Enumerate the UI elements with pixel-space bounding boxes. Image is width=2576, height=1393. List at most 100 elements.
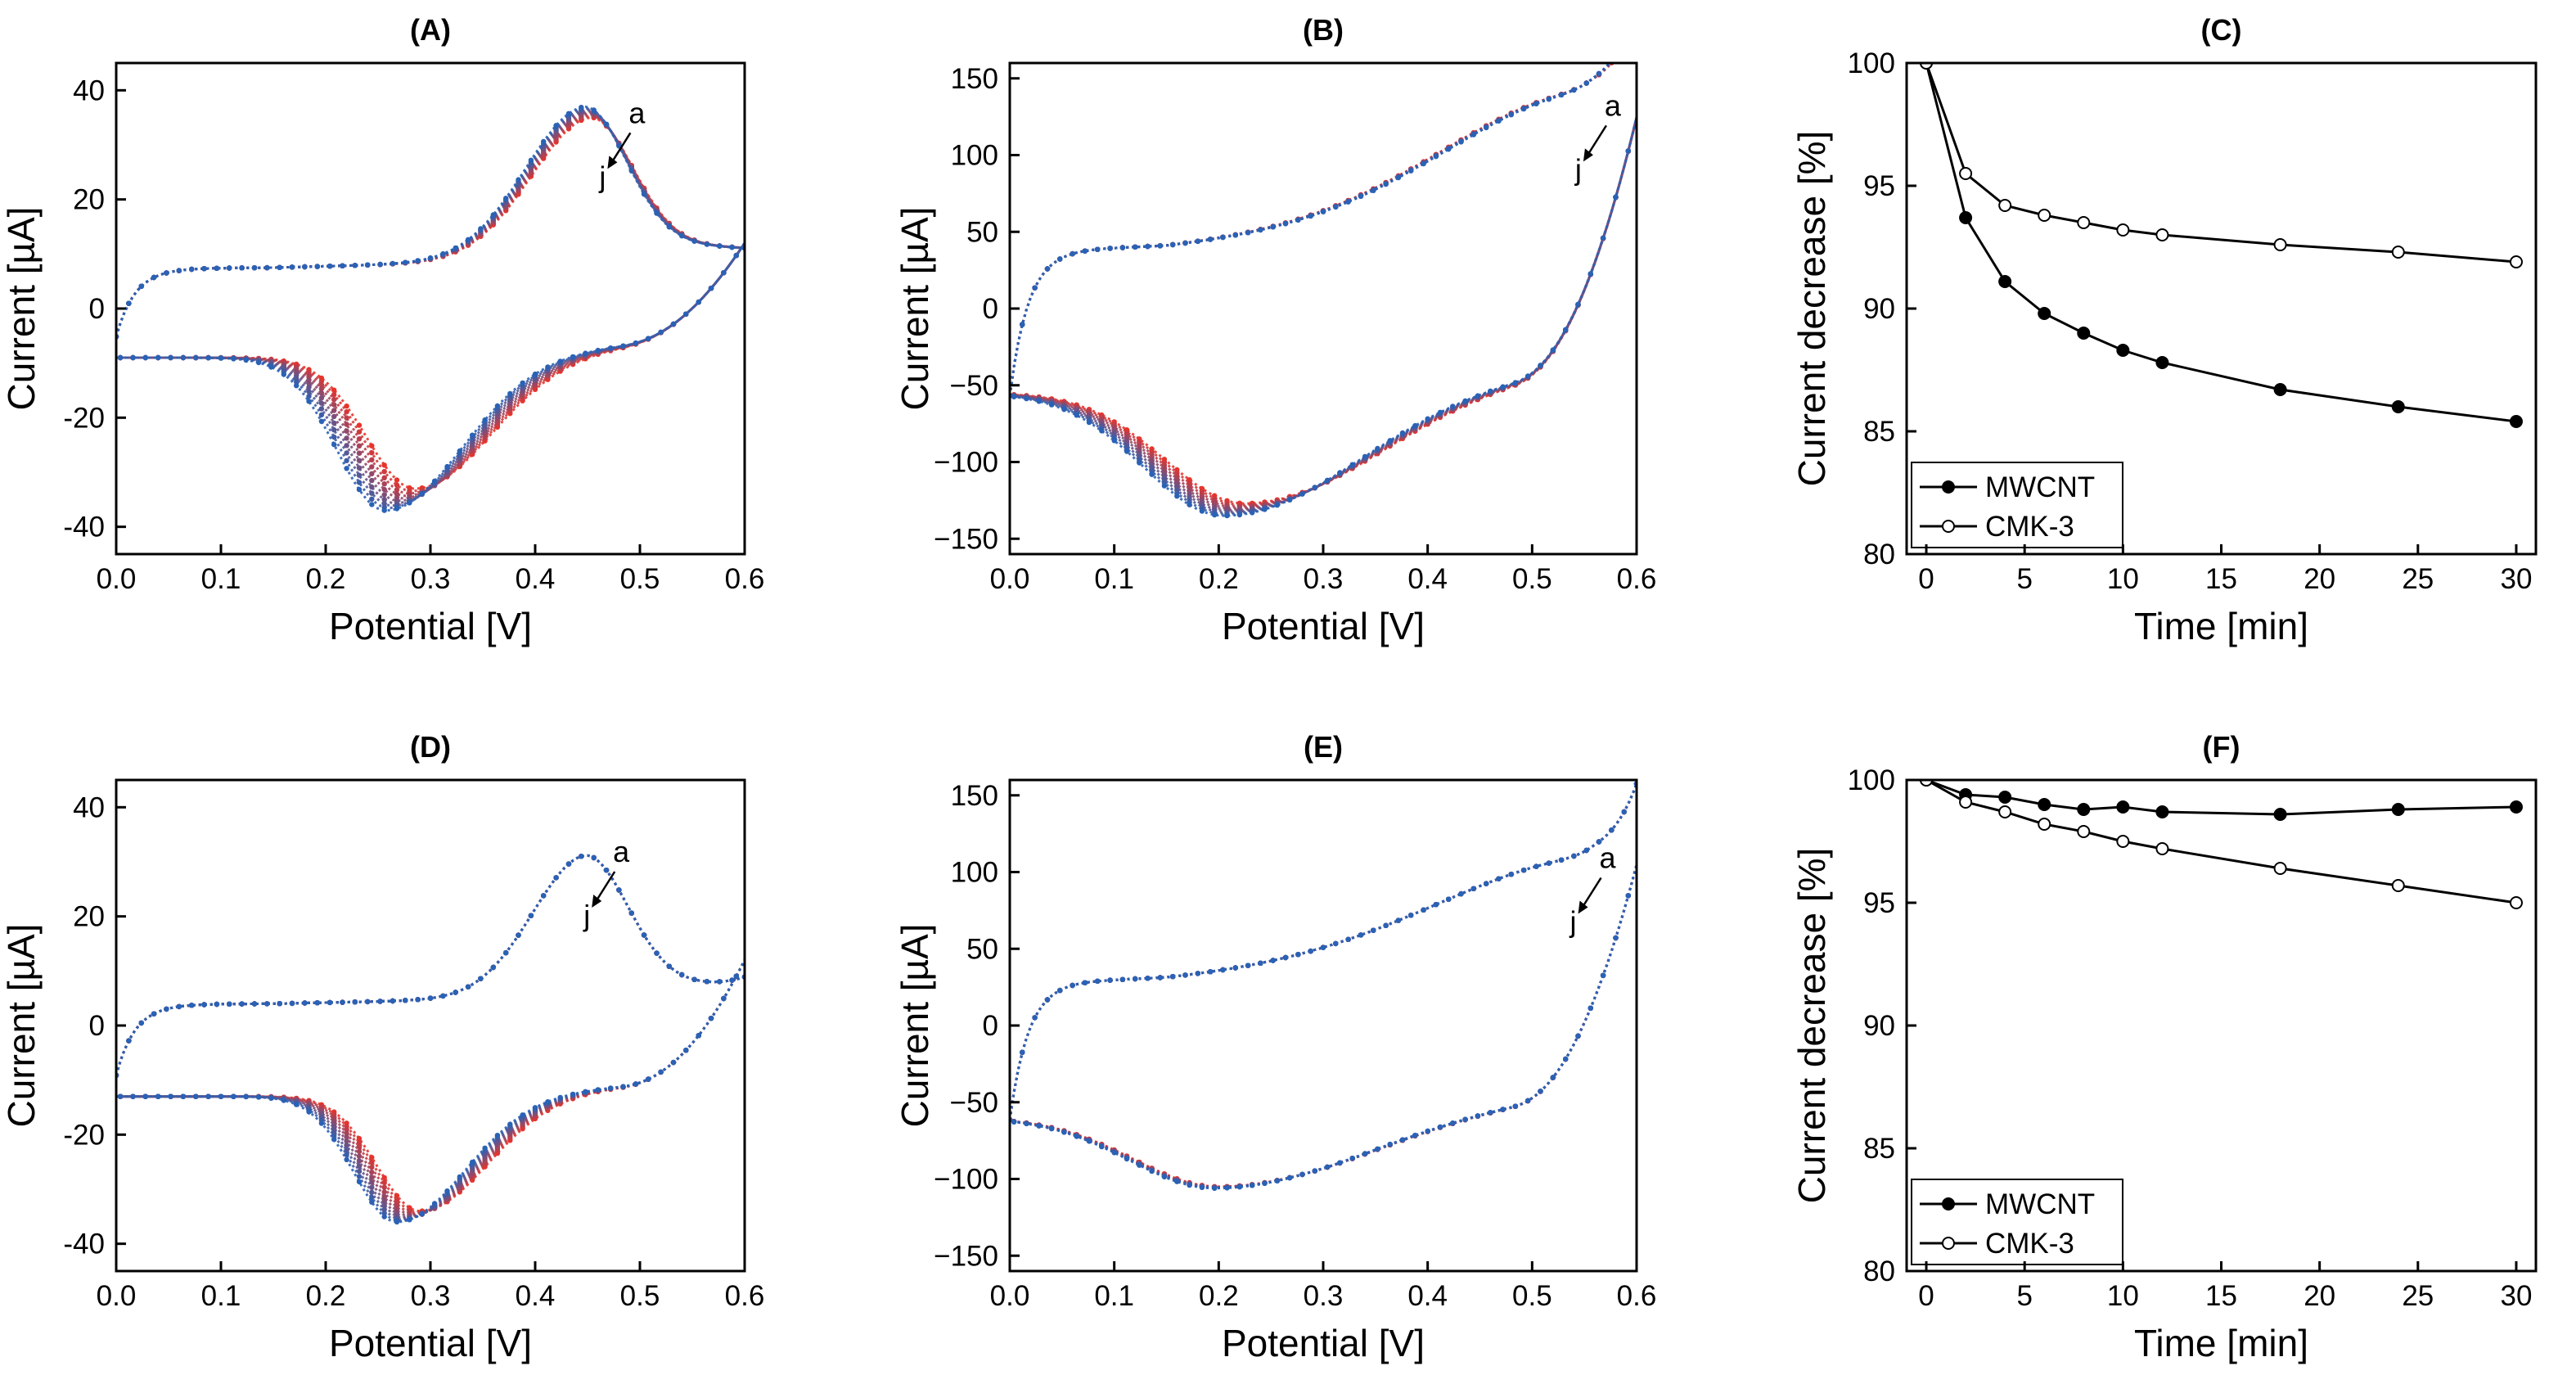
series-line [1925,780,2517,816]
cv-point [603,121,610,127]
cv-point [1195,238,1201,245]
cv-point [117,1093,124,1099]
cv-point [239,1001,245,1007]
cv-point [516,177,521,183]
cv-point [268,364,274,370]
cv-point [440,993,446,999]
cv-point [1250,1183,1255,1188]
y-tick-label: -40 [63,512,105,543]
cv-point [356,443,363,449]
cv-line [116,115,745,493]
cv-line [116,854,745,1215]
cv-point [1512,1103,1519,1109]
x-tick-label: 0.2 [1199,1280,1239,1312]
cv-point [616,887,622,893]
cv-point [565,861,572,867]
cv-point [1119,245,1126,250]
cv-point [1462,1116,1468,1122]
y-tick-label: 0 [983,293,998,325]
cv-point [1408,913,1414,918]
data-point [2155,842,2169,855]
cv-point [1224,1185,1230,1191]
x-tick-label: 20 [2304,563,2335,595]
cv-point [218,1093,224,1099]
cv-point [340,263,345,268]
cv-line [116,854,745,1224]
cv-point [1371,187,1376,193]
cv-point [356,429,363,435]
cv-point [356,1168,363,1174]
y-axis-label: Current [µA] [0,924,43,1128]
cv-point [1161,1174,1168,1180]
cv-point [1124,449,1130,454]
cv-point [344,1127,349,1133]
cv-point [344,428,349,434]
cv-point [403,259,408,265]
data-point [1998,199,2012,212]
cv-point [1174,1179,1180,1184]
cv-point [356,458,363,463]
x-axis: 0.0 0.1 0.2 0.3 0.4 0.5 0.6 [97,1261,764,1312]
annotation-arrowhead [1578,900,1588,914]
cv-point [1119,976,1126,983]
y-axis-label: Current decrease [%] [1790,131,1833,487]
cv-point [255,359,262,366]
cv-cycle [1010,781,1637,1191]
cv-point [1232,965,1239,971]
cv-point [1170,974,1176,980]
cv-point [1345,199,1351,205]
annotation-label-j: j [1569,905,1577,939]
cv-point [1634,9,1639,14]
legend-marker [1942,1237,1955,1250]
cv-point [1634,8,1639,13]
cv-point [344,422,349,427]
x-tick-label: 0.4 [516,563,556,595]
cv-point [306,399,312,404]
cv-line [1010,783,1637,1189]
x-tick-label: 0.0 [990,563,1030,595]
cv-point [189,1003,195,1008]
y-tick-label: 150 [951,780,998,812]
cv-point [1111,1150,1117,1156]
cv-point [201,1002,207,1008]
cv-point [704,979,710,985]
data-point [2509,896,2523,909]
y-tick-label: 40 [73,791,105,823]
data-point [2273,862,2287,875]
cv-point [1036,1123,1042,1129]
cv-point [369,490,375,496]
cv-line [1010,63,1637,511]
y-axis: -40 -20 0 20 40 [63,791,126,1260]
cv-cycle [1010,781,1637,1190]
x-tick-label: 0.6 [1617,563,1657,595]
cv-point [1161,483,1168,489]
x-axis-label: Time [min] [2134,605,2308,647]
cv-line [1010,63,1637,516]
cv-point [729,977,735,983]
cv-point [691,238,697,244]
cv-cycle [116,110,745,503]
data-point [2391,400,2405,413]
cv-point [1282,221,1289,227]
cv-point [344,1152,349,1158]
cv-point [289,1000,295,1007]
cv-point [1412,422,1418,429]
data-point [2273,383,2287,396]
y-tick-label: 0 [89,293,105,325]
data-point [2155,228,2169,241]
cv-point [1207,969,1214,975]
cv-point [344,443,349,449]
cv-point [1137,460,1142,466]
data-point [1920,780,1934,787]
cv-cycle [1010,781,1637,1190]
cv-point [331,408,337,413]
cv-point [1587,1005,1594,1011]
cv-point [465,984,471,990]
cv-point [683,1048,689,1053]
y-tick-label: 85 [1863,416,1895,448]
x-tick-label: 0 [1918,563,1934,595]
legend-box [1911,462,2123,548]
cv-point [658,329,664,336]
cv-point [494,1133,501,1138]
cv-point [494,403,501,409]
